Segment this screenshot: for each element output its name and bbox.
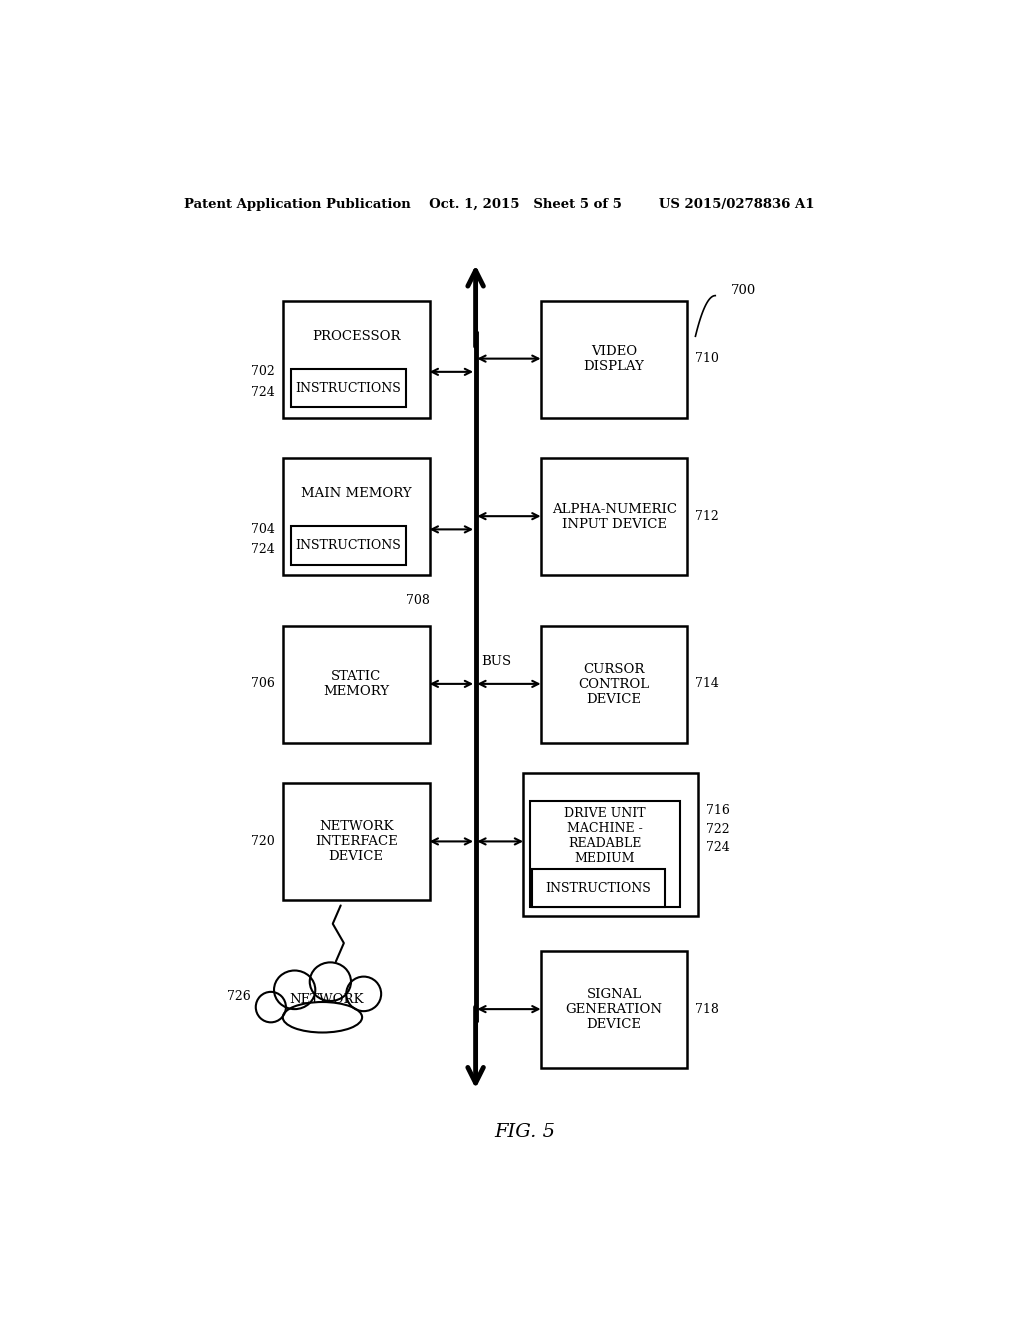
- Text: 722: 722: [706, 822, 729, 836]
- Text: 724: 724: [706, 841, 729, 854]
- FancyBboxPatch shape: [283, 458, 430, 576]
- Ellipse shape: [309, 962, 351, 1001]
- Text: Patent Application Publication    Oct. 1, 2015   Sheet 5 of 5        US 2015/027: Patent Application Publication Oct. 1, 2…: [183, 198, 814, 211]
- FancyBboxPatch shape: [541, 458, 687, 576]
- Text: ALPHA-NUMERIC
INPUT DEVICE: ALPHA-NUMERIC INPUT DEVICE: [552, 503, 677, 531]
- Text: 720: 720: [251, 836, 274, 847]
- Text: MAIN MEMORY: MAIN MEMORY: [301, 487, 412, 500]
- FancyBboxPatch shape: [531, 869, 666, 907]
- Text: 708: 708: [406, 594, 430, 607]
- Text: NETWORK
INTERFACE
DEVICE: NETWORK INTERFACE DEVICE: [314, 821, 397, 863]
- Text: CURSOR
CONTROL
DEVICE: CURSOR CONTROL DEVICE: [579, 663, 649, 706]
- Text: PROCESSOR: PROCESSOR: [312, 330, 400, 343]
- FancyBboxPatch shape: [541, 301, 687, 417]
- Text: 702: 702: [251, 366, 274, 379]
- Ellipse shape: [274, 970, 315, 1008]
- Text: 712: 712: [695, 510, 719, 523]
- Text: NETWORK: NETWORK: [289, 994, 364, 1006]
- Ellipse shape: [346, 977, 381, 1011]
- Text: STATIC
MEMORY: STATIC MEMORY: [324, 671, 389, 698]
- Text: 724: 724: [251, 385, 274, 399]
- Ellipse shape: [283, 1002, 362, 1032]
- FancyBboxPatch shape: [283, 626, 430, 743]
- Text: 704: 704: [251, 523, 274, 536]
- Text: 718: 718: [695, 1003, 719, 1015]
- FancyBboxPatch shape: [541, 952, 687, 1068]
- Ellipse shape: [256, 991, 286, 1022]
- FancyBboxPatch shape: [530, 801, 680, 907]
- FancyBboxPatch shape: [541, 626, 687, 743]
- Text: 714: 714: [695, 677, 719, 690]
- Text: INSTRUCTIONS: INSTRUCTIONS: [295, 381, 401, 395]
- Text: 710: 710: [695, 352, 719, 366]
- Text: DRIVE UNIT
MACHINE -
READABLE
MEDIUM: DRIVE UNIT MACHINE - READABLE MEDIUM: [564, 807, 646, 865]
- Text: 700: 700: [731, 284, 757, 297]
- Text: 724: 724: [251, 544, 274, 556]
- Text: BUS: BUS: [481, 655, 511, 668]
- FancyBboxPatch shape: [283, 301, 430, 417]
- Text: 706: 706: [251, 677, 274, 690]
- Text: INSTRUCTIONS: INSTRUCTIONS: [546, 882, 651, 895]
- Text: 716: 716: [706, 804, 730, 817]
- FancyBboxPatch shape: [283, 784, 430, 900]
- FancyBboxPatch shape: [291, 527, 406, 565]
- Text: VIDEO
DISPLAY: VIDEO DISPLAY: [584, 345, 644, 374]
- FancyBboxPatch shape: [523, 774, 697, 916]
- Text: SIGNAL
GENERATION
DEVICE: SIGNAL GENERATION DEVICE: [565, 989, 663, 1031]
- Text: FIG. 5: FIG. 5: [495, 1123, 555, 1140]
- Text: 726: 726: [227, 990, 251, 1003]
- FancyBboxPatch shape: [291, 368, 406, 408]
- Text: INSTRUCTIONS: INSTRUCTIONS: [295, 539, 401, 552]
